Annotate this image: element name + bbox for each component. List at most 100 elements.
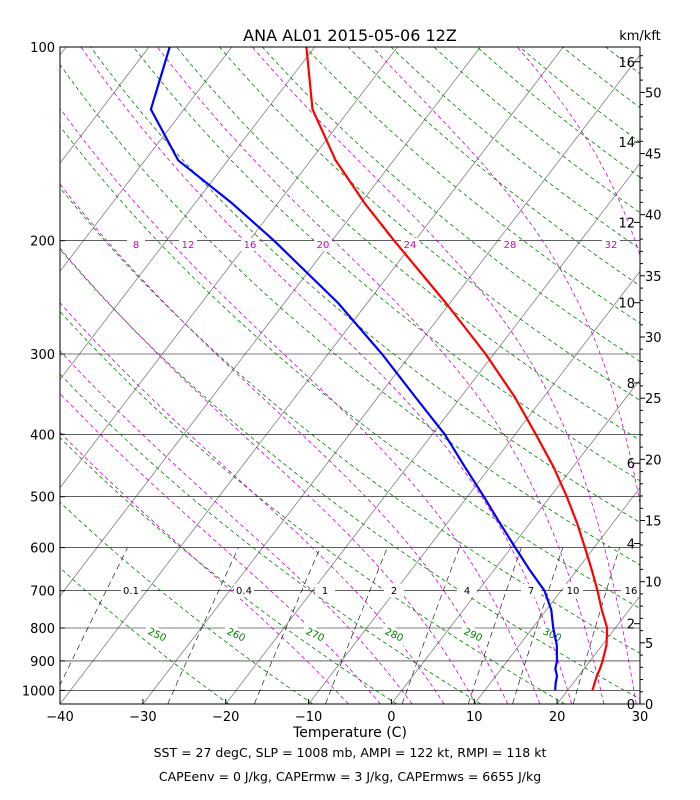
sounding-profiles <box>149 47 609 691</box>
mixing-ratio-line <box>467 547 522 704</box>
isotherm-line <box>60 47 67 56</box>
skewt-chart: ANA AL01 2015-05-06 12Z km/kft Temperatu… <box>22 26 700 740</box>
dry-adiabat-line <box>60 310 566 704</box>
dry-adiabat-line <box>60 125 640 609</box>
moist-adiabat-line <box>60 183 509 704</box>
moist-adiabat-label: 24 <box>404 240 417 251</box>
mixing-ratio-line <box>254 547 321 704</box>
pressure-tick-label: 800 <box>30 622 55 637</box>
x-axis-label: Temperature (C) <box>292 725 407 740</box>
mixing-ratio-line <box>60 547 128 686</box>
dry-adiabat-label-bg <box>221 623 251 647</box>
temperature-tick-label: −10 <box>295 710 322 725</box>
kft-tick-label: 15 <box>645 515 662 530</box>
temperature-tick-label: −20 <box>212 710 239 725</box>
temperature-tick-label: −30 <box>129 710 156 725</box>
moist-adiabat-label-bg <box>179 238 197 251</box>
moist-adiabat-line <box>372 47 640 506</box>
footer-line-1: SST = 27 degC, SLP = 1008 mb, AMPI = 122… <box>153 745 547 760</box>
moist-adiabat-line <box>60 247 477 704</box>
moist-adiabat-line <box>60 302 445 704</box>
mixing-ratio-label: 4 <box>464 586 470 597</box>
kft-tick-label: 0 <box>645 698 653 713</box>
dry-adiabat-line <box>347 47 640 287</box>
mixing-ratio-line <box>167 547 239 704</box>
moist-adiabat-label-bg <box>602 238 620 251</box>
dry-adiabat-line <box>60 501 313 704</box>
pressure-tick-label: 1000 <box>22 684 55 699</box>
kft-tick-label: 45 <box>645 148 662 163</box>
mixing-ratio-label: 1 <box>322 586 328 597</box>
moist-adiabat-label-bg <box>127 238 145 251</box>
dry-adiabat-line <box>433 47 640 214</box>
dry-adiabat-line <box>519 47 640 143</box>
dry-adiabat-label-bg <box>300 623 330 647</box>
mixing-ratio-label: 0.1 <box>123 586 139 597</box>
right-axis-label: km/kft <box>619 29 661 44</box>
mixing-ratio-label: 2 <box>391 586 397 597</box>
dry-adiabat-line <box>90 47 640 523</box>
moist-adiabat-label: 8 <box>133 240 139 251</box>
mixing-ratio-label-bg <box>384 584 404 597</box>
dry-adiabat-label-bg <box>379 623 409 647</box>
mixing-ratio-label-bg <box>621 584 640 597</box>
mixing-ratio-label-bg <box>315 584 335 597</box>
pressure-tick-label: 700 <box>30 585 55 600</box>
dry-adiabat-label-bg <box>458 623 488 647</box>
km-tick-label: 4 <box>627 538 635 553</box>
temperature-tick-label: 30 <box>632 710 649 725</box>
temperature-tick-label: 0 <box>387 710 395 725</box>
moist-adiabat-line <box>252 47 637 704</box>
pressure-tick-label: 600 <box>30 542 55 557</box>
isotherm-line <box>60 47 150 164</box>
km-tick-label: 12 <box>618 216 635 231</box>
mixing-ratio-label-bg <box>121 584 141 597</box>
dry-adiabat-line <box>649 47 700 704</box>
mixing-ratio-line <box>572 547 620 704</box>
dry-adiabat-line <box>262 47 640 362</box>
moist-adiabats <box>60 47 640 704</box>
temperature-tick-label: −40 <box>46 710 73 725</box>
isotherm-line <box>60 47 564 704</box>
mixing-ratio-label-bg <box>563 584 583 597</box>
mixing-ratio-line <box>401 547 460 704</box>
mixing-ratio-label: 7 <box>528 586 534 597</box>
kft-tick-label: 30 <box>645 331 662 346</box>
isotherm-line <box>225 162 640 704</box>
kft-tick-label: 50 <box>645 86 662 101</box>
pressure-tick-label: 100 <box>30 41 55 56</box>
dry-adiabat-label-bg <box>537 623 567 647</box>
footer-line-2: CAPEenv = 0 J/kg, CAPErmw = 3 J/kg, CAPE… <box>158 769 542 784</box>
temperature-profile-line <box>305 47 609 691</box>
mixing-ratio-label: 16 <box>625 586 638 597</box>
kft-tick-label: 25 <box>645 392 662 407</box>
moist-adiabat-label: 32 <box>605 240 618 251</box>
km-tick-label: 8 <box>627 377 635 392</box>
moist-adiabat-line <box>60 392 381 704</box>
pressure-tick-label: 400 <box>30 428 55 443</box>
mixing-ratio-label: 0.4 <box>236 586 252 597</box>
km-tick-label: 0 <box>627 698 635 713</box>
pressure-tick-label: 200 <box>30 235 55 250</box>
kft-tick-label: 5 <box>645 637 653 652</box>
moist-adiabat-line <box>60 107 541 704</box>
km-tick-label: 6 <box>627 457 635 472</box>
kft-tick-label: 20 <box>645 453 662 468</box>
isotherm-line <box>308 270 640 704</box>
dry-adiabat-line <box>692 47 700 704</box>
dry-adiabat-line <box>176 47 640 441</box>
mixing-ratio-label-bg <box>457 584 477 597</box>
dry-adiabat-line <box>390 47 640 250</box>
isotherm-line <box>60 47 316 381</box>
isotherms <box>60 47 640 704</box>
dry-adiabat-label-bg <box>142 623 172 647</box>
km-tick-label: 16 <box>618 56 635 71</box>
pressure-tick-label: 300 <box>30 348 55 363</box>
mixing-ratio-label-bg <box>234 584 254 597</box>
km-tick-label: 10 <box>618 297 635 312</box>
moist-adiabat-label-bg <box>241 238 259 251</box>
mixing-ratio-label-bg <box>521 584 541 597</box>
moist-adiabat-label-bg <box>314 238 332 251</box>
